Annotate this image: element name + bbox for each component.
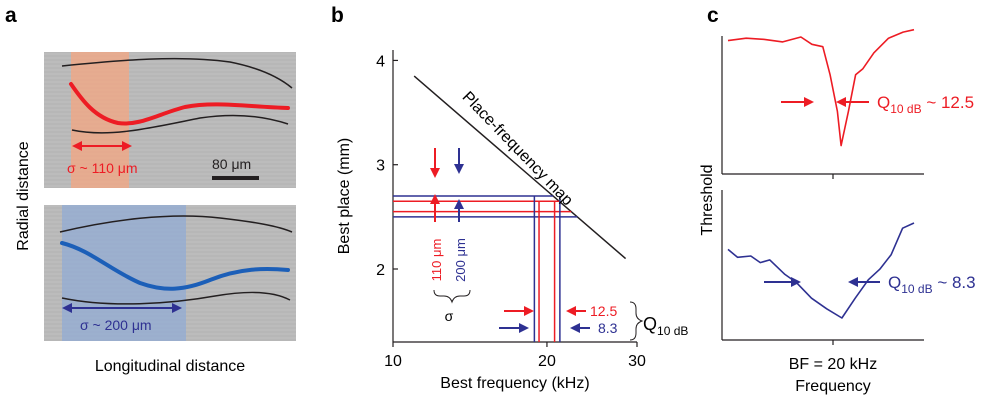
scale-bar-label: 80 μm <box>212 156 251 172</box>
b-xlabel: Best frequency (kHz) <box>440 375 589 392</box>
b-x-tick-label: 20 <box>538 353 556 370</box>
panel-c: c Q10 dB ~ 12.5 Q10 dB ~ 8.3 Threshold B… <box>699 4 976 395</box>
top-sigma-region <box>71 52 129 188</box>
bottom-tuning-profile <box>60 241 290 291</box>
micrograph-bottom: σ ~ 200 μm <box>44 205 296 341</box>
c-bottom-plot <box>727 222 915 319</box>
panel-c-letter: c <box>707 4 719 27</box>
panel-b-letter: b <box>331 4 344 27</box>
c-top-plot <box>727 28 915 147</box>
b-map-label: Place-frequency map <box>459 89 576 210</box>
c-q-blue-arrows: Q10 dB ~ 8.3 <box>764 273 976 296</box>
panel-b: b 2 3 4 10 20 30 Best place (mm) Best freque… <box>331 4 688 392</box>
bottom-sigma-label: σ ~ 200 μm <box>80 317 152 333</box>
b-q-brace <box>629 301 644 341</box>
c-q-red-arrows: Q10 dB ~ 12.5 <box>781 93 974 116</box>
c-xlabel: Frequency <box>795 378 871 395</box>
c-blue-tuning-curve <box>727 222 915 319</box>
bottom-boundary-lower <box>61 291 291 305</box>
b-y-tick-label: 4 <box>376 53 385 70</box>
scale-bar <box>212 176 259 180</box>
c-red-tuning-curve <box>727 28 915 147</box>
panel-a-letter: a <box>5 4 17 27</box>
top-boundary-lower <box>71 114 289 134</box>
top-sigma-label: σ ~ 110 μm <box>67 160 138 176</box>
b-q-annotations: 12.5 8.3 Q10 dB <box>499 301 688 341</box>
b-x-tick-label: 30 <box>628 353 646 370</box>
b-spread-red-label: 110 μm <box>429 239 444 282</box>
c-q-blue-label: Q10 dB ~ 8.3 <box>888 273 976 296</box>
bottom-boundary-upper <box>59 215 293 233</box>
b-sigma-label: σ <box>445 308 454 324</box>
b-q-label: Q10 dB <box>643 314 688 338</box>
c-ylabel: Threshold <box>699 164 716 235</box>
panel-a: a σ ~ 110 μm 80 μm σ ~ <box>5 4 296 375</box>
b-ylabel: Best place (mm) <box>336 138 353 254</box>
top-tuning-profile <box>69 82 290 126</box>
b-q-red-value: 12.5 <box>590 303 617 319</box>
b-y-ticks: 2 3 4 <box>376 53 398 279</box>
b-y-tick-label: 2 <box>376 262 385 279</box>
b-x-tick-label: 10 <box>384 353 402 370</box>
b-spread-blue-label: 200 μm <box>453 238 468 282</box>
top-boundary-upper <box>61 57 293 89</box>
b-y-tick-label: 3 <box>376 158 385 175</box>
b-plot-area <box>393 75 627 342</box>
c-q-red-label: Q10 dB ~ 12.5 <box>877 93 974 116</box>
b-sigma-brace <box>433 289 471 304</box>
b-place-spread: 110 μm 200 μm σ <box>429 148 471 324</box>
b-map-line <box>413 75 627 260</box>
b-q-blue-value: 8.3 <box>598 320 618 336</box>
c-bf-label: BF = 20 kHz <box>789 356 877 373</box>
panel-a-ylabel: Radial distance <box>15 141 32 251</box>
micrograph-top: σ ~ 110 μm 80 μm <box>44 52 296 188</box>
b-x-ticks: 10 20 30 <box>384 342 646 370</box>
panel-a-xlabel: Longitudinal distance <box>95 358 245 375</box>
